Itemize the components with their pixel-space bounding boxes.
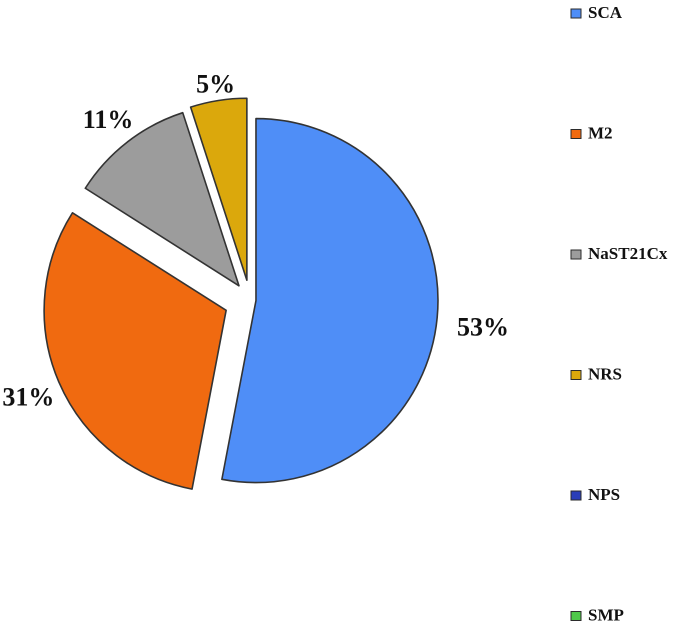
legend-swatch-m2 xyxy=(570,129,582,139)
legend: SCA M2 NaST21Cx NRS NPS SMP xyxy=(570,3,668,624)
pie-slice-nast21cx xyxy=(84,111,240,287)
legend-item-m2: M2 xyxy=(570,123,613,142)
legend-swatch-sca xyxy=(570,8,582,19)
legend-swatch-nps xyxy=(570,490,582,501)
legend-label-smp: SMP xyxy=(588,605,624,624)
percent-label-nrs: 5% xyxy=(196,70,235,99)
legend-item-nast21cx: NaST21Cx xyxy=(570,244,668,263)
legend-label-m2: M2 xyxy=(588,123,613,142)
legend-label-nast21cx: NaST21Cx xyxy=(588,244,668,263)
legend-item-nrs: NRS xyxy=(570,364,622,383)
legend-item-smp: SMP xyxy=(570,605,624,624)
legend-swatch-smp xyxy=(570,611,582,621)
percent-label-m2: 31% xyxy=(2,382,54,411)
legend-label-nrs: NRS xyxy=(588,364,622,383)
legend-label-nps: NPS xyxy=(588,485,620,504)
legend-label-sca: SCA xyxy=(588,3,623,22)
legend-swatch-nast21cx xyxy=(570,249,582,260)
pie-slice-sca xyxy=(221,117,439,484)
legend-item-sca: SCA xyxy=(570,3,623,22)
percent-label-nast21cx: 11% xyxy=(83,105,134,134)
pie-percent-labels: 53% 31% 11% 5% xyxy=(2,70,509,412)
legend-swatch-nrs xyxy=(570,370,582,380)
percent-label-sca: 53% xyxy=(457,313,509,342)
pie-slice-m2 xyxy=(43,212,227,490)
legend-item-nps: NPS xyxy=(570,485,620,504)
pie-slices xyxy=(43,97,439,490)
pie-slice-nrs xyxy=(189,97,248,282)
